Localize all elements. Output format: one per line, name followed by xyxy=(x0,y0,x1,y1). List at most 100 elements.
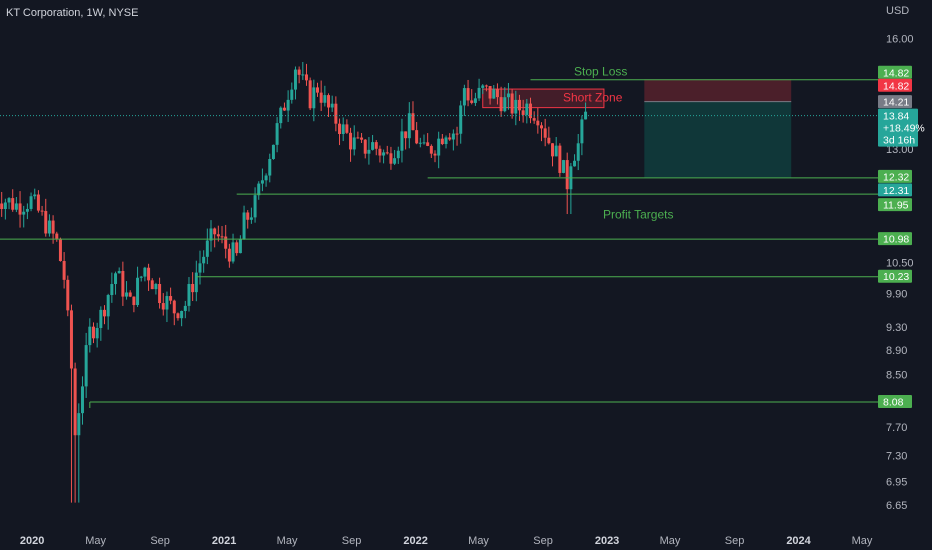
candle-body xyxy=(187,283,191,306)
y-tick-label: 6.95 xyxy=(886,477,907,489)
candle-body xyxy=(411,113,415,131)
candle-body xyxy=(69,310,73,369)
last-price-badge xyxy=(878,108,918,147)
annotation-short-zone: Short Zone xyxy=(563,91,623,105)
candle-body xyxy=(158,283,162,304)
candle-body xyxy=(462,88,466,106)
candle-body xyxy=(14,203,18,210)
last-price-badge-line: 13.84 xyxy=(883,111,909,123)
candle-body xyxy=(80,386,84,414)
candle-body xyxy=(40,210,44,212)
candle-body xyxy=(349,132,353,150)
axis-badge-label: 11.95 xyxy=(883,200,909,212)
candle-body xyxy=(143,267,147,277)
candle-body xyxy=(558,145,562,173)
candle-body xyxy=(293,69,297,90)
axis-badge-label: 12.32 xyxy=(883,171,909,183)
candle-body xyxy=(290,89,294,100)
candle-body xyxy=(301,74,305,76)
candle-body xyxy=(433,153,437,156)
candle-body xyxy=(77,413,81,436)
candle-body xyxy=(510,93,514,114)
candle-body xyxy=(29,196,33,209)
axis-badge xyxy=(878,183,912,197)
candle-body xyxy=(363,139,367,154)
candle-body xyxy=(198,263,202,273)
candle-body xyxy=(551,143,555,157)
candle-body xyxy=(282,107,286,111)
candle-body xyxy=(297,69,301,75)
y-tick-label: 7.30 xyxy=(886,450,907,462)
y-tick-label: 16.00 xyxy=(886,34,914,46)
candle-body xyxy=(47,220,51,234)
x-tick-label: May xyxy=(852,535,873,547)
axis-badge xyxy=(878,65,912,79)
candle-body xyxy=(136,277,140,306)
candle-body xyxy=(356,137,360,139)
stop-loss-box[interactable] xyxy=(644,79,792,102)
candle-body xyxy=(323,95,327,103)
candle-body xyxy=(517,99,521,111)
candle-body xyxy=(573,160,577,167)
candle-body xyxy=(95,327,99,339)
candle-body xyxy=(191,283,195,293)
candle-body xyxy=(367,149,371,154)
candle-body xyxy=(426,142,430,146)
y-tick-label: 7.70 xyxy=(886,422,907,434)
candle-body xyxy=(242,212,246,240)
candle-body xyxy=(400,131,404,151)
candle-body xyxy=(194,272,198,293)
candle-body xyxy=(44,211,48,234)
candle-body xyxy=(132,296,136,306)
candle-body xyxy=(231,242,235,262)
candle-body xyxy=(235,242,239,254)
candle-body xyxy=(25,208,29,212)
candle-body xyxy=(495,89,499,98)
currency-label: USD xyxy=(886,5,909,17)
candle-body xyxy=(103,309,107,317)
candle-body xyxy=(271,144,275,159)
candle-body xyxy=(11,198,15,210)
axis-badge xyxy=(878,78,912,92)
x-tick-label: Sep xyxy=(533,535,553,547)
axis-badge-label: 14.82 xyxy=(883,80,909,92)
x-tick-label: May xyxy=(85,535,106,547)
candle-body xyxy=(33,194,37,197)
candle-body xyxy=(227,248,231,262)
y-tick-label: 9.30 xyxy=(886,322,907,334)
candle-body xyxy=(338,123,342,134)
axis-badge xyxy=(878,269,912,283)
candle-body xyxy=(304,74,308,81)
candle-body xyxy=(492,89,496,99)
candle-body xyxy=(169,296,173,301)
candle-body xyxy=(172,300,176,314)
candle-body xyxy=(330,103,334,108)
candle-body xyxy=(378,148,382,156)
candle-body xyxy=(477,87,481,99)
profit-target-box[interactable] xyxy=(644,101,792,178)
candle-body xyxy=(532,118,536,121)
candle-body xyxy=(117,270,121,274)
candle-body xyxy=(114,273,118,285)
candle-body xyxy=(121,270,125,297)
candle-body xyxy=(334,103,338,124)
candle-body xyxy=(205,240,209,257)
candle-body xyxy=(389,153,393,164)
x-tick-label: 2024 xyxy=(786,535,811,547)
candle-body xyxy=(150,280,154,290)
candle-body xyxy=(418,142,422,144)
candle-body xyxy=(249,217,253,220)
candle-body xyxy=(528,103,532,119)
x-tick-label: 2020 xyxy=(20,535,44,547)
candle-body xyxy=(99,309,103,328)
candle-body xyxy=(565,160,569,190)
candle-body xyxy=(312,87,316,109)
x-tick-label: May xyxy=(468,535,489,547)
candle-body xyxy=(547,137,551,144)
candle-body xyxy=(470,100,474,103)
candle-body xyxy=(440,138,444,145)
candle-body xyxy=(183,305,187,311)
candle-body xyxy=(466,88,470,101)
